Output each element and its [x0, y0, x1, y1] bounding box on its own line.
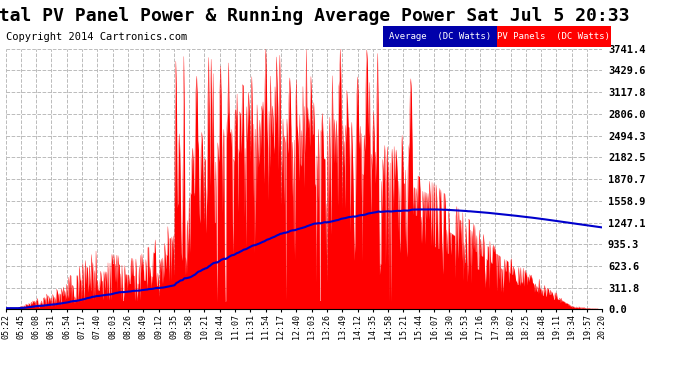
Text: Copyright 2014 Cartronics.com: Copyright 2014 Cartronics.com: [6, 32, 187, 42]
Text: PV Panels  (DC Watts): PV Panels (DC Watts): [497, 32, 610, 41]
Text: Average  (DC Watts): Average (DC Watts): [388, 32, 491, 41]
Text: Total PV Panel Power & Running Average Power Sat Jul 5 20:33: Total PV Panel Power & Running Average P…: [0, 6, 630, 25]
